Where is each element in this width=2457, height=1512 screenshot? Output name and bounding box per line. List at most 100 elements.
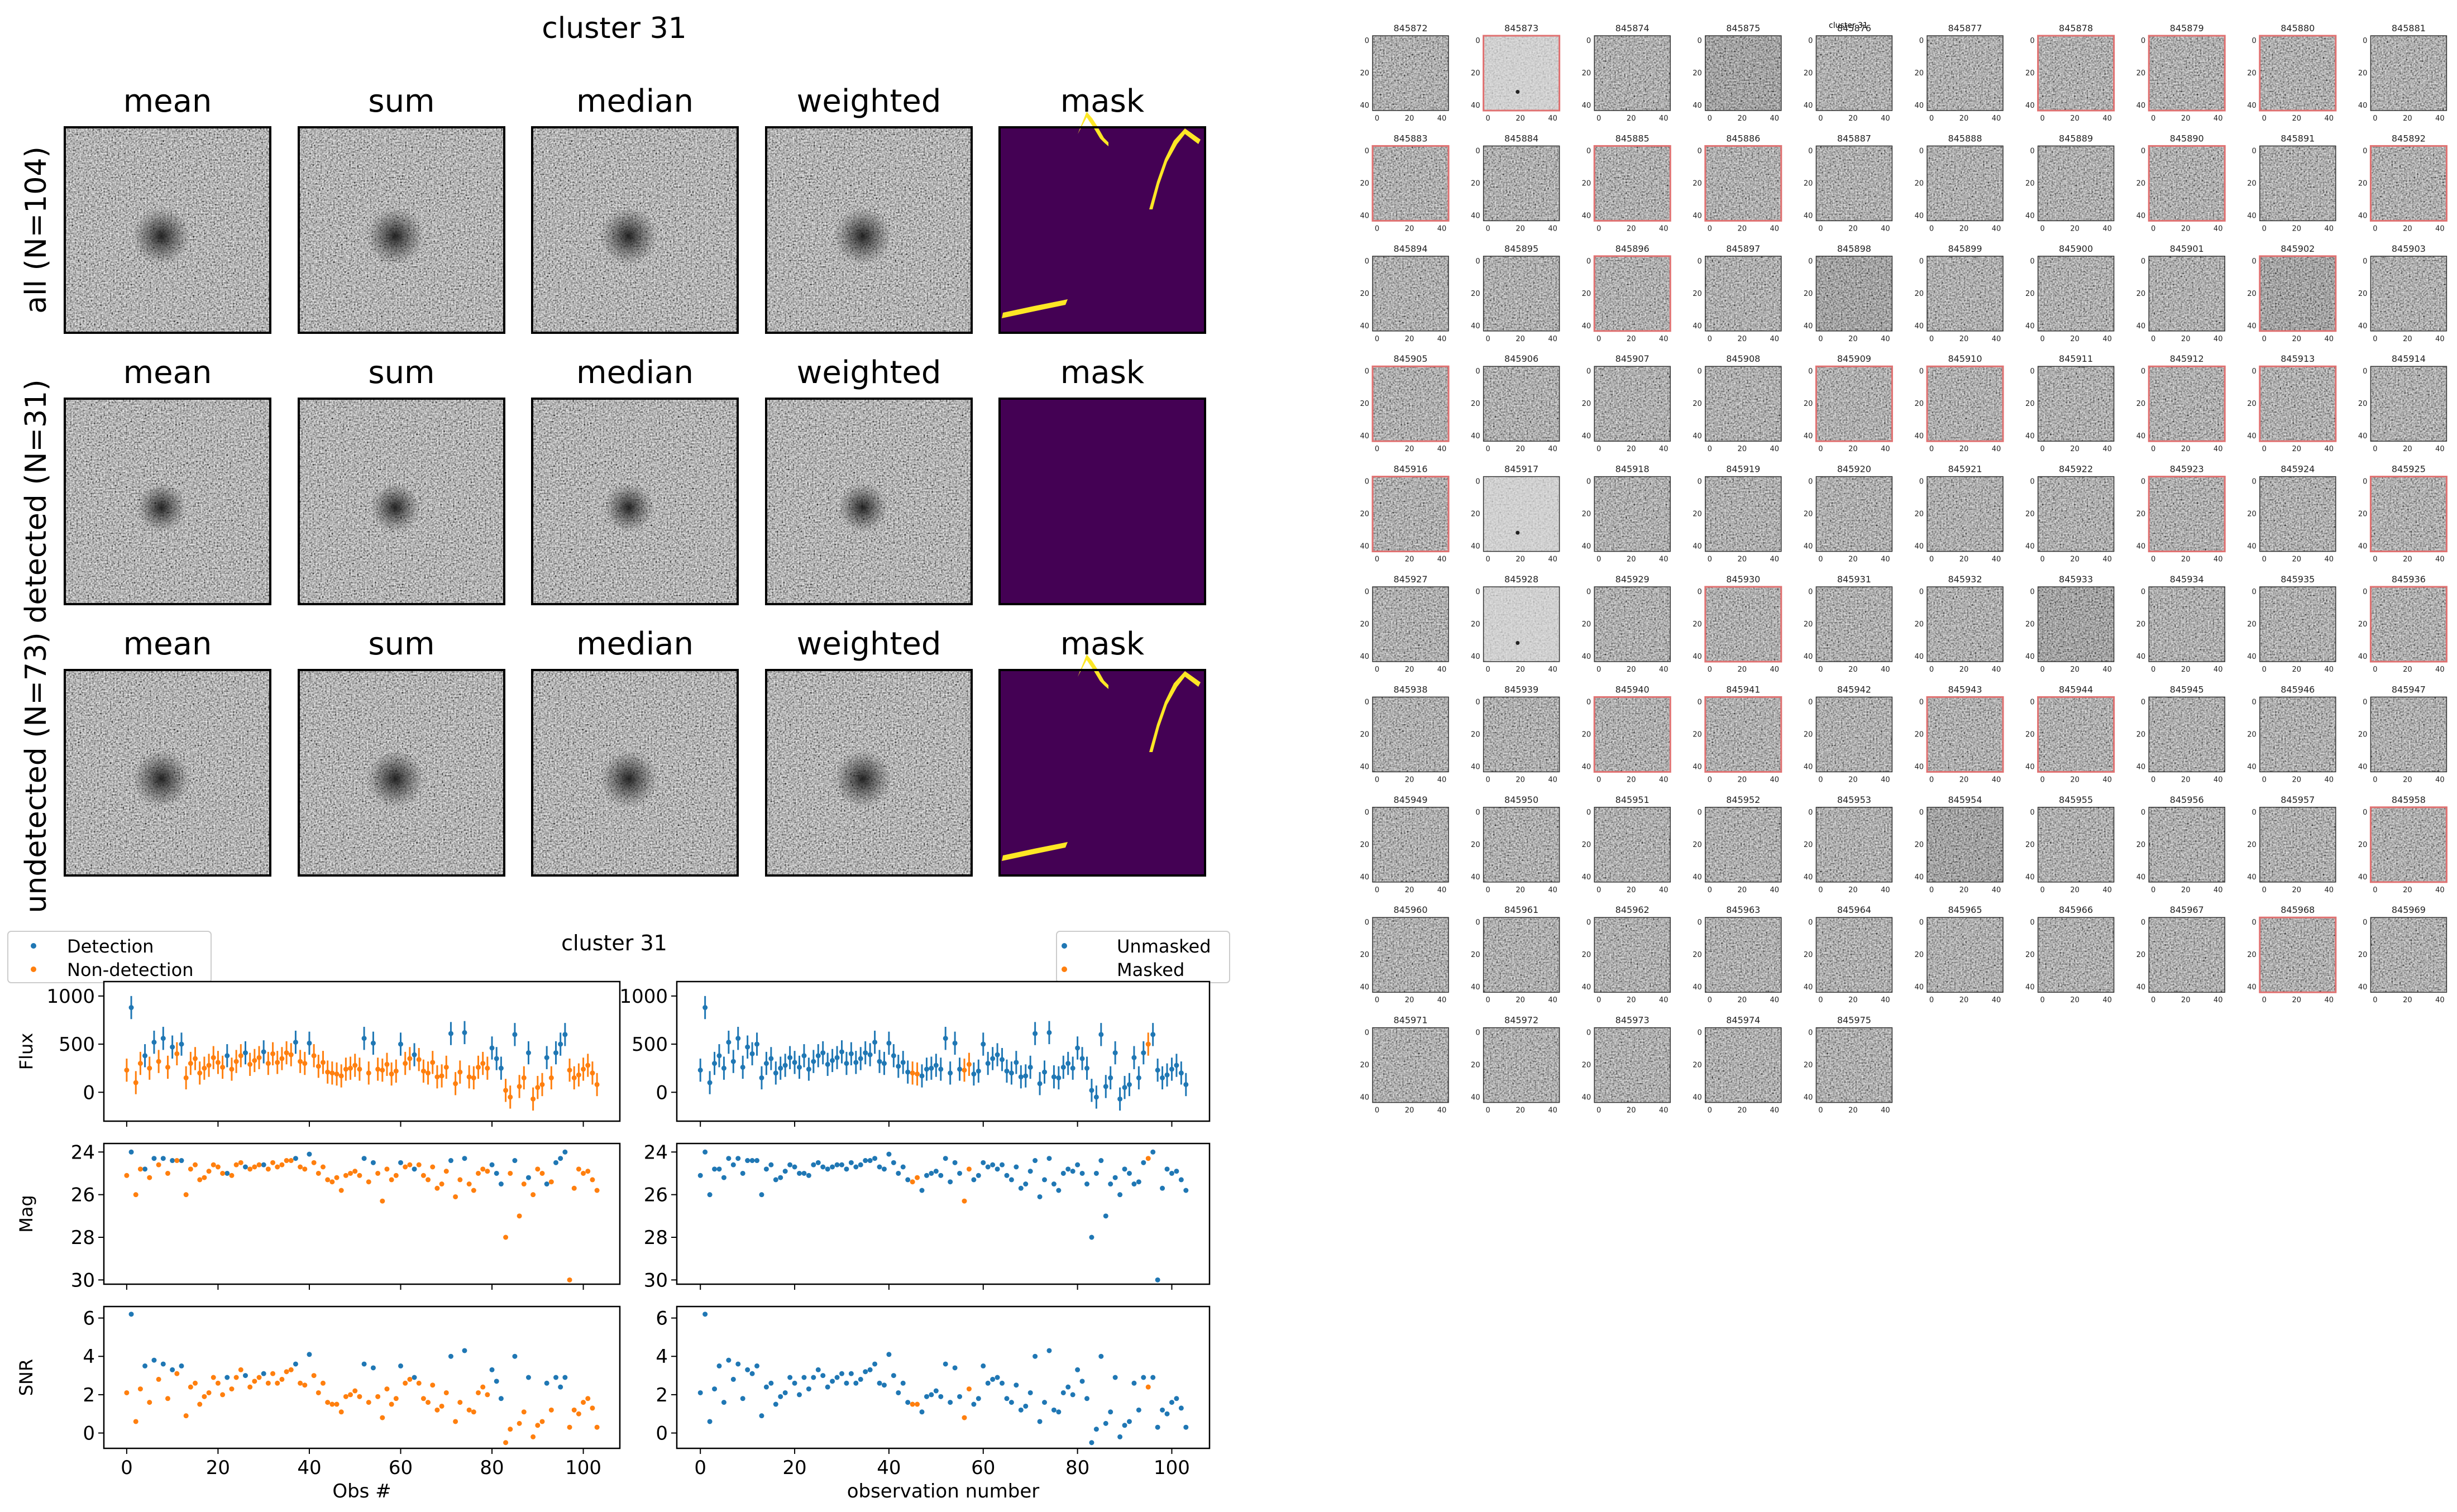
cutout-y-tick-label: 40 [2247, 653, 2257, 661]
cutout-x-tick-label: 40 [1881, 335, 1890, 343]
data-point [298, 1164, 303, 1170]
cutout-x-tick-label: 20 [2403, 445, 2412, 453]
data-point [530, 1096, 536, 1102]
data-point [754, 1158, 760, 1164]
cutout-frame [1372, 35, 1449, 111]
data-point [735, 1361, 741, 1367]
cutout-x-tick-label: 20 [1405, 666, 1414, 674]
cutout-image-noise [2149, 697, 2225, 772]
cutout-id-label: 845894 [1393, 243, 1427, 254]
data-point [1174, 1169, 1179, 1174]
data-point [521, 1181, 527, 1187]
cutout-y-tick-label: 20 [1360, 400, 1369, 408]
cutout-x-tick-label: 0 [1485, 224, 1490, 233]
data-point [539, 1170, 545, 1176]
data-point [567, 1068, 572, 1073]
cutout-x-tick-label: 0 [2373, 666, 2377, 674]
cutout-y-tick-label: 0 [2030, 37, 2034, 45]
data-point [858, 1376, 863, 1382]
data-point [730, 1376, 736, 1382]
data-point [848, 1160, 854, 1165]
data-point [366, 1070, 371, 1076]
data-point [867, 1158, 873, 1164]
cutout-x-tick-label: 20 [2292, 114, 2302, 123]
data-point [535, 1085, 541, 1090]
data-point [215, 1060, 221, 1065]
data-point [801, 1375, 807, 1380]
right-legend-marker-unmasked [1062, 943, 1067, 949]
cutout-frame [1594, 807, 1671, 883]
data-point [165, 1396, 170, 1401]
cutout-x-tick-label: 0 [2151, 114, 2155, 123]
data-point [420, 1068, 426, 1074]
data-point [128, 1005, 134, 1011]
data-point [525, 1050, 531, 1056]
data-point [740, 1170, 745, 1176]
cutout-y-tick-label: 40 [2358, 653, 2368, 661]
cutout-frame [1594, 586, 1671, 662]
data-point [782, 1063, 788, 1068]
data-point [707, 1192, 713, 1198]
cutout-x-tick-label: 0 [1708, 886, 1712, 894]
cutout-frame [1593, 255, 1671, 332]
cutout-y-tick-label: 40 [1582, 1094, 1591, 1102]
cutout-frame [2369, 586, 2448, 663]
data-point [489, 1367, 495, 1372]
cutout-y-tick-label: 0 [2363, 588, 2367, 596]
data-point [590, 1177, 595, 1183]
cutout-y-tick-label: 20 [2247, 179, 2257, 188]
cutout-x-tick-label: 0 [2262, 666, 2267, 674]
cutout-image-noise [1594, 917, 1671, 993]
cutout-y-tick-label: 20 [1471, 951, 1480, 959]
data-point [1093, 1170, 1099, 1176]
cutout-y-tick-label: 40 [1914, 102, 1924, 110]
cutout-image-noise [1816, 256, 1892, 331]
cutout-x-tick-label: 0 [1596, 556, 1601, 564]
cutout-frame [2037, 807, 2115, 883]
stack-column-title: mask [1060, 626, 1145, 662]
data-point [773, 1401, 778, 1407]
cutout-image-noise [2038, 476, 2114, 552]
stack-source-blob [834, 750, 892, 808]
cutout-y-tick-label: 20 [2247, 841, 2257, 849]
data-point [1065, 1384, 1071, 1390]
cutout-x-tick-label: 20 [1959, 886, 1969, 894]
data-point [896, 1064, 901, 1069]
cutout-y-tick-label: 40 [1914, 322, 1924, 331]
cutout-id-label: 845873 [1504, 23, 1538, 34]
data-point [957, 1066, 963, 1072]
cutout-x-tick-label: 0 [1596, 445, 1601, 453]
cutout-x-tick-label: 0 [1596, 335, 1601, 343]
data-point [797, 1392, 802, 1398]
cutout-x-tick-label: 20 [2292, 776, 2302, 784]
cutout-x-tick-label: 40 [2435, 776, 2445, 784]
cutout-x-tick-label: 20 [1405, 886, 1414, 894]
cutout-frame [2037, 35, 2115, 112]
cutout-y-tick-label: 20 [1693, 290, 1702, 298]
data-point [585, 1169, 591, 1174]
cutout-x-tick-label: 20 [2070, 114, 2080, 123]
stack-source-blob [600, 750, 658, 808]
cutout-x-tick-label: 40 [2325, 445, 2334, 453]
cutout-y-tick-label: 0 [2363, 367, 2367, 376]
cutout-x-tick-label: 40 [2435, 224, 2445, 233]
data-point [1131, 1181, 1137, 1187]
cutout-y-tick-label: 20 [1360, 179, 1369, 188]
cutout-x-tick-label: 20 [1516, 114, 1525, 123]
cutout-x-tick-label: 0 [2040, 335, 2044, 343]
cutout-frame [1483, 1027, 1560, 1103]
data-point [1150, 1032, 1156, 1037]
data-point [384, 1386, 390, 1392]
data-point [834, 1055, 840, 1060]
cutout-x-tick-label: 0 [2373, 996, 2377, 1004]
data-point [512, 1353, 518, 1359]
data-point [151, 1357, 157, 1363]
cutout-id-label: 845920 [1837, 464, 1871, 475]
cutout-source [1516, 90, 1520, 94]
